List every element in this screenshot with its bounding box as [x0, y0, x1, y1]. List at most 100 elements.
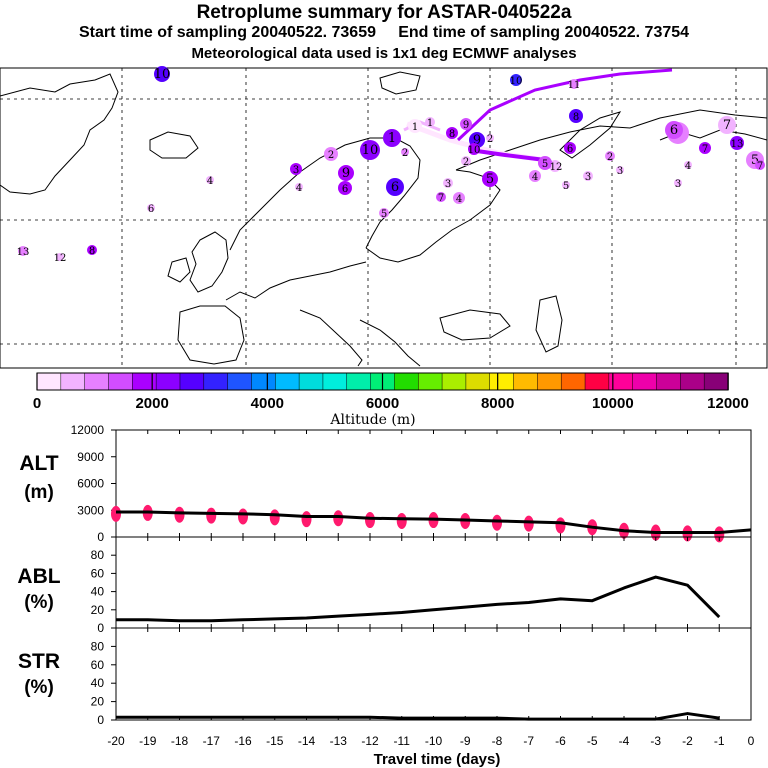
plume-label: 5	[563, 181, 569, 192]
altitude-marker	[174, 506, 185, 523]
trajectory-segment	[469, 148, 546, 162]
plume-marker: 3	[583, 171, 593, 183]
iberia-coast	[177, 305, 245, 365]
colorbar-cell	[155, 372, 181, 391]
plume-marker: 4	[206, 176, 214, 187]
plume-label: 5	[542, 159, 548, 170]
altitude-marker	[238, 508, 248, 525]
y-tick-label: 0	[97, 713, 104, 727]
plume-label: 8	[449, 129, 455, 140]
x-tick-label: -14	[298, 734, 316, 748]
x-tick-label: -4	[619, 734, 630, 748]
plume-marker: 8	[446, 127, 458, 140]
plume-marker: 7	[718, 116, 736, 134]
colorbar-cell	[417, 372, 443, 391]
iceland-coast	[149, 131, 199, 159]
plume-label: 4	[685, 161, 691, 172]
plume-label: 10	[362, 143, 379, 158]
y-tick-label: 60	[91, 566, 105, 580]
plume-label: 8	[89, 246, 95, 257]
colorbar-cell	[36, 372, 62, 391]
y-tick-label: 20	[91, 695, 105, 709]
y-axis-unit: (%)	[24, 592, 54, 613]
plume-marker: 5	[562, 181, 570, 192]
colorbar-cell	[298, 372, 324, 391]
colorbar-cell	[656, 372, 682, 391]
y-axis-label: ABL	[17, 565, 60, 588]
plume-marker: 10	[360, 140, 380, 160]
plume-label: 6	[342, 184, 348, 195]
chart-title: Retroplume summary for ASTAR-040522a	[196, 2, 572, 23]
plume-marker: 10	[154, 66, 170, 82]
plume-label: 6	[567, 144, 573, 155]
plume-marker: 6	[665, 121, 683, 139]
x-tick-label: -16	[234, 734, 252, 748]
y-tick-label: 80	[91, 548, 105, 562]
plume-label: 13	[17, 247, 30, 258]
plume-marker: 10	[468, 143, 480, 156]
start-time-label: Start time of sampling 20040522. 73659	[78, 24, 376, 41]
colorbar-label: Altitude (m)	[329, 412, 415, 428]
colorbar-cell	[275, 372, 300, 391]
plume-marker: 8	[87, 245, 97, 257]
plume-label: 4	[296, 183, 302, 194]
novaya-zemlya-coast	[559, 111, 622, 159]
plume-marker: 6	[564, 142, 576, 155]
sampling-times: Start time of sampling 20040522. 73659 E…	[0, 24, 768, 42]
y-tick-label: 20	[91, 603, 105, 617]
colorbar-tick-label: 0	[33, 395, 41, 412]
colorbar-cell	[84, 372, 110, 391]
y-axis-label: ALT	[19, 452, 58, 475]
plume-label: 3	[293, 165, 299, 176]
colorbar-tick-label: 8000	[481, 395, 514, 412]
plume-label: 11	[568, 80, 581, 91]
colorbar-cell	[227, 372, 253, 391]
plume-marker: 4	[529, 170, 541, 183]
meteo-source-label: Meteorological data used is 1x1 deg ECMW…	[191, 45, 577, 62]
plume-markers: 1112222223333344444555556666667777888999…	[17, 66, 765, 264]
plume-marker: 1	[383, 129, 401, 147]
trajectory-segment	[456, 68, 673, 142]
altitude-marker	[269, 509, 280, 526]
plume-marker: 12	[550, 161, 563, 173]
plume-marker: 4	[684, 161, 692, 172]
plume-label: 5	[751, 153, 759, 168]
y-tick-label: 3000	[77, 503, 104, 517]
plume-marker: 11	[568, 79, 581, 91]
colorbar-tick-label: 10000	[592, 395, 634, 412]
greenland-coast	[0, 73, 119, 195]
y-axis-unit: (%)	[24, 677, 54, 698]
plume-label: 3	[617, 166, 623, 177]
plume-marker: 9	[338, 165, 354, 181]
plume-label: 12	[550, 162, 563, 173]
italy-coast	[299, 309, 363, 367]
panel-abl: 80 60 40 20 0 ABL (%)	[17, 536, 752, 635]
plume-marker: 3	[290, 163, 302, 176]
panel-str: 80 60 40 20 0 STR (%)	[18, 627, 752, 727]
x-axis: -20 -19 -18 -17 -16 -15 -14 -13 -12 -11 -10 -9 -8 -7-…	[107, 734, 754, 748]
colorbar-cell	[441, 372, 467, 391]
x-tick-label: -7	[523, 734, 534, 748]
plume-marker: 2	[605, 151, 615, 163]
y-tick-label: 9000	[77, 450, 104, 464]
x-axis-label: Travel time (days)	[374, 751, 501, 768]
y-tick-label: 0	[97, 621, 104, 635]
x-tick-label: -15	[266, 734, 284, 748]
plume-marker: 6	[386, 178, 404, 196]
plume-label: 3	[675, 179, 681, 190]
x-tick-label: -6	[555, 734, 566, 748]
x-tick-label: -19	[139, 734, 157, 748]
colorbar-cell	[537, 372, 562, 391]
plume-marker: 13	[17, 246, 30, 258]
coastlines	[0, 71, 768, 367]
caspian-coast	[535, 295, 563, 353]
x-tick-label: -9	[460, 734, 471, 748]
plume-marker: 4	[453, 192, 465, 205]
altitude-marker	[523, 515, 534, 532]
series-line-abl	[116, 575, 721, 623]
plume-marker: 6	[147, 204, 155, 215]
plume-label: 10	[510, 76, 523, 87]
plume-marker: 1	[425, 117, 435, 129]
plume-label: 2	[402, 148, 408, 159]
